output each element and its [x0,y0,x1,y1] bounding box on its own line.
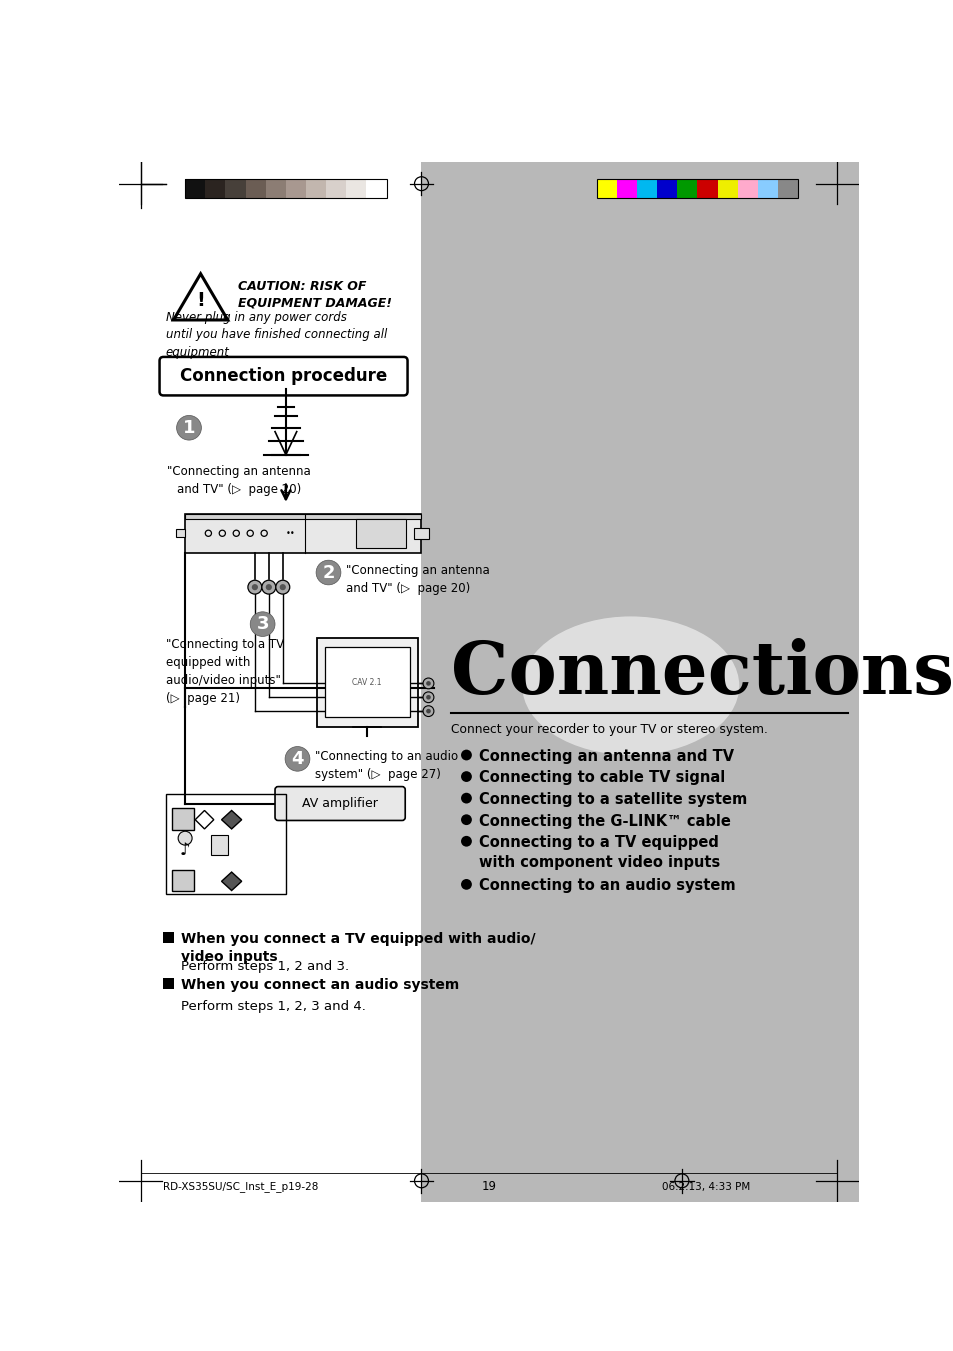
Text: Connecting to an audio system: Connecting to an audio system [478,878,735,893]
Text: 4: 4 [291,750,303,767]
Circle shape [252,584,257,590]
Text: Connecting an antenna and TV: Connecting an antenna and TV [478,748,733,763]
Bar [324,647,410,717]
Text: Connections: Connections [451,638,953,709]
Text: Connecting to cable TV signal: Connecting to cable TV signal [478,770,724,785]
Text: !: ! [196,292,205,311]
Bar [306,180,326,197]
Bar [266,180,286,197]
Circle shape [426,709,431,713]
Bar [166,793,286,893]
Text: When you connect a TV equipped with audio/
video inputs: When you connect a TV equipped with audi… [181,932,536,965]
Circle shape [460,750,472,761]
Circle shape [248,580,261,594]
Text: "Connecting an antenna
and TV" (▷  page 20): "Connecting an antenna and TV" (▷ page 2… [346,565,490,594]
Circle shape [266,584,272,590]
Bar [286,180,306,197]
Bar [175,530,185,538]
Circle shape [422,678,434,689]
Text: When you connect an audio system: When you connect an audio system [181,978,459,993]
Bar [355,519,406,549]
Text: AV amplifier: AV amplifier [302,797,377,811]
Text: Connection procedure: Connection procedure [180,367,387,385]
Circle shape [426,681,431,686]
Text: 06.2.13, 4:33 PM: 06.2.13, 4:33 PM [661,1182,749,1192]
Circle shape [261,580,275,594]
Text: "Connecting an antenna
and TV" (▷  page 20): "Connecting an antenna and TV" (▷ page 2… [168,465,311,496]
Bar [316,638,417,727]
Bar [185,180,386,197]
Circle shape [422,692,434,703]
Ellipse shape [521,616,739,755]
Bar [737,180,757,197]
Text: Perform steps 1, 2 and 3.: Perform steps 1, 2 and 3. [181,959,349,973]
Bar [366,180,386,197]
Bar [225,180,245,197]
Bar [185,180,205,197]
Polygon shape [173,274,228,320]
Circle shape [178,831,192,846]
Text: ••: •• [286,528,295,538]
Circle shape [176,416,201,440]
Bar [172,870,193,892]
Text: 1: 1 [183,419,195,436]
Text: Perform steps 1, 2, 3 and 4.: Perform steps 1, 2, 3 and 4. [181,1000,366,1013]
Circle shape [460,880,472,890]
Text: RD-XS35SU/SC_Inst_E_p19-28: RD-XS35SU/SC_Inst_E_p19-28 [163,1182,318,1193]
Bar [172,808,193,830]
Polygon shape [195,811,213,830]
Bar [185,513,421,553]
Circle shape [460,793,472,804]
Bar [596,180,617,197]
Polygon shape [221,811,241,830]
Bar [657,180,677,197]
Bar [346,180,366,197]
Bar [185,513,421,519]
Text: ♪: ♪ [179,840,191,859]
Bar [205,180,225,197]
Text: Connecting to a satellite system: Connecting to a satellite system [478,792,746,807]
Bar [757,180,778,197]
Bar [677,180,697,197]
Text: CAUTION: RISK OF
EQUIPMENT DAMAGE!: CAUTION: RISK OF EQUIPMENT DAMAGE! [237,280,392,309]
Bar [596,180,798,197]
Bar [617,180,637,197]
Circle shape [460,771,472,782]
Bar [163,978,174,989]
Bar [697,180,717,197]
Polygon shape [221,871,241,890]
FancyBboxPatch shape [274,786,405,820]
Text: 19: 19 [481,1181,496,1193]
Bar [245,180,266,197]
Circle shape [460,836,472,847]
Circle shape [460,815,472,825]
FancyBboxPatch shape [159,357,407,396]
Text: Connect your recorder to your TV or stereo system.: Connect your recorder to your TV or ster… [451,723,767,736]
Text: 2: 2 [322,563,335,581]
Bar [326,180,346,197]
Circle shape [426,694,431,700]
Circle shape [315,561,340,585]
Bar [637,180,657,197]
Bar [778,180,798,197]
Text: Never plug in any power cords
until you have finished connecting all
equipment: Never plug in any power cords until you … [166,311,387,359]
Text: "Connecting to a TV
equipped with
audio/video inputs"
(▷  page 21): "Connecting to a TV equipped with audio/… [166,638,284,705]
Circle shape [250,612,274,636]
Circle shape [285,747,310,771]
Bar [414,528,429,539]
Circle shape [275,580,290,594]
Circle shape [279,584,286,590]
Text: "Connecting to an audio
system" (▷  page 27): "Connecting to an audio system" (▷ page … [315,750,458,781]
Bar [211,835,228,855]
Text: 3: 3 [256,615,269,634]
Circle shape [422,705,434,716]
Text: Connecting to a TV equipped
with component video inputs: Connecting to a TV equipped with compone… [478,835,720,870]
Text: CAV 2.1: CAV 2.1 [352,678,381,688]
Text: Connecting the G-LINK™ cable: Connecting the G-LINK™ cable [478,813,730,828]
Bar [421,162,858,1202]
Bar [717,180,737,197]
Bar [163,932,174,943]
